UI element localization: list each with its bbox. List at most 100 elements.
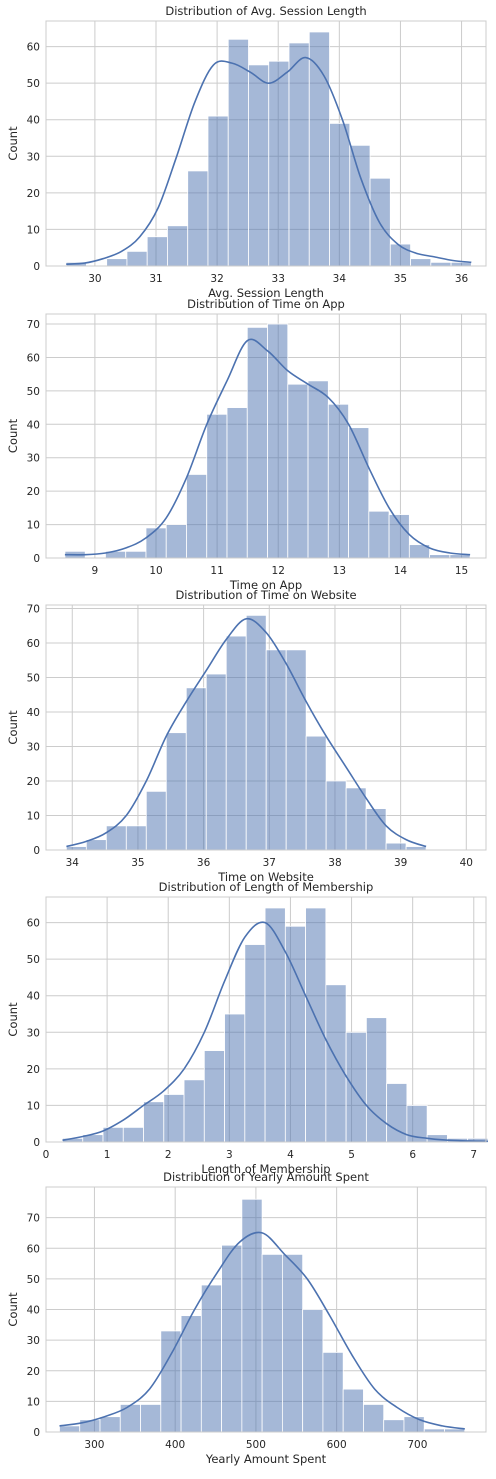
- y-tick-label: 40: [27, 707, 40, 719]
- x-tick-label: 38: [328, 857, 341, 869]
- y-tick-label: 50: [27, 78, 40, 90]
- x-tick-label: 10: [149, 565, 162, 577]
- y-tick-label: 60: [27, 1243, 40, 1255]
- y-tick-label: 30: [27, 1335, 40, 1347]
- histogram-bar: [120, 1404, 140, 1432]
- x-tick-label: 14: [394, 565, 408, 577]
- x-tick-label: 15: [455, 565, 468, 577]
- histogram-bar: [161, 1331, 181, 1432]
- histogram-bar: [266, 650, 286, 850]
- histogram-bar: [206, 674, 226, 850]
- histogram-bar: [100, 1417, 120, 1432]
- y-tick-label: 20: [27, 188, 40, 200]
- histogram-bar: [350, 145, 370, 266]
- histogram-bar: [144, 1102, 164, 1142]
- y-tick-label: 60: [27, 352, 40, 364]
- histogram-bar: [268, 324, 288, 558]
- histogram-bar: [126, 551, 146, 558]
- histogram-bar: [166, 733, 186, 850]
- histogram-bar: [146, 528, 166, 558]
- histogram-bar: [386, 843, 406, 850]
- histogram-bar: [389, 515, 409, 558]
- y-tick-label: 0: [33, 1427, 40, 1439]
- chart-3: 0 10 20 30 40 50 60 70 34 35 36 37 38 39 40 Distributio…: [6, 588, 486, 884]
- y-tick-label: 0: [33, 553, 40, 565]
- histogram-bar: [181, 1316, 201, 1432]
- y-tick-label: 10: [27, 1100, 40, 1112]
- histogram-bar: [222, 1245, 242, 1432]
- y-tick-label: 60: [27, 638, 40, 650]
- chart-title: Distribution of Length of Membership: [159, 880, 374, 894]
- x-tick-label: 600: [327, 1439, 347, 1451]
- histogram-bar: [303, 1310, 323, 1433]
- y-tick-label: 60: [27, 918, 40, 930]
- histogram-bar: [225, 1014, 245, 1142]
- x-tick-label: 40: [460, 857, 473, 869]
- histogram-bar: [323, 1352, 343, 1432]
- x-tick-label: 33: [272, 273, 285, 285]
- histogram-bar: [265, 908, 285, 1142]
- y-tick-label: 20: [27, 1064, 40, 1076]
- y-tick-label: 10: [27, 520, 40, 532]
- histogram-bar: [451, 262, 471, 266]
- y-axis-label: Count: [6, 126, 20, 161]
- x-tick-label: 11: [210, 565, 223, 577]
- x-tick-label: 1: [104, 1149, 111, 1161]
- chart-5: 010203040506070300 400 500 600 700Distributi…: [6, 1170, 486, 1466]
- histogram-bar: [346, 1032, 366, 1142]
- x-tick-label: 37: [263, 857, 276, 869]
- histogram-bar: [167, 226, 187, 266]
- x-tick-label: 31: [149, 273, 162, 285]
- x-tick-label: 0: [43, 1149, 50, 1161]
- histogram-bar: [326, 781, 346, 850]
- x-tick-label: 700: [407, 1439, 427, 1451]
- x-tick-label: 4: [287, 1149, 294, 1161]
- y-tick-label: 0: [33, 261, 40, 273]
- histogram-bar: [366, 809, 386, 850]
- histogram-bar: [59, 1426, 79, 1432]
- y-axis-label: Count: [6, 1292, 20, 1327]
- y-tick-label: 70: [27, 319, 40, 331]
- histogram-bar: [343, 1389, 363, 1432]
- histogram-bar: [227, 408, 247, 558]
- chart-title: Distribution of Time on App: [187, 297, 345, 311]
- histogram-bar: [366, 1018, 386, 1142]
- y-tick-label: 0: [33, 1137, 40, 1149]
- histogram-bar: [245, 945, 265, 1142]
- histogram-bar: [309, 32, 329, 266]
- chart-title: Distribution of Avg. Session Length: [165, 4, 366, 18]
- x-tick-label: 2: [165, 1149, 172, 1161]
- x-tick-label: 34: [66, 857, 80, 869]
- x-tick-label: 13: [333, 565, 346, 577]
- histogram-bar: [207, 414, 227, 558]
- histogram-bar: [246, 615, 266, 850]
- histogram-bar: [147, 237, 167, 266]
- histogram-bar: [411, 259, 431, 266]
- x-tick-label: 400: [165, 1439, 185, 1451]
- histogram-bar: [262, 1254, 282, 1432]
- histogram-bar: [184, 1080, 204, 1142]
- histogram-bar: [126, 826, 146, 850]
- y-tick-label: 60: [27, 42, 40, 54]
- chart-2: 0 10 20 30 40 50 60 70 9 10 11 12 13 14 15 Distribution…: [6, 297, 486, 592]
- x-tick-label: 3: [226, 1149, 233, 1161]
- y-tick-label: 20: [27, 486, 40, 498]
- histogram-bar: [404, 1417, 424, 1432]
- histogram-bar: [286, 650, 306, 850]
- y-tick-label: 50: [27, 954, 40, 966]
- histogram-bar: [186, 688, 206, 850]
- x-tick-label: 32: [210, 273, 223, 285]
- chart-1: 0 10 20 30 40 50 60 30 31 32 33 34 35 36 Distribution …: [6, 4, 486, 300]
- y-tick-label: 20: [27, 776, 40, 788]
- histogram-bar: [188, 171, 208, 266]
- histogram-bar: [247, 327, 267, 558]
- histogram-bar: [326, 985, 346, 1142]
- histogram-bar: [269, 61, 289, 266]
- x-tick-label: 5: [348, 1149, 355, 1161]
- y-tick-label: 50: [27, 1274, 40, 1286]
- y-tick-label: 50: [27, 672, 40, 684]
- histogram-bar: [166, 525, 186, 558]
- y-tick-label: 70: [27, 603, 40, 615]
